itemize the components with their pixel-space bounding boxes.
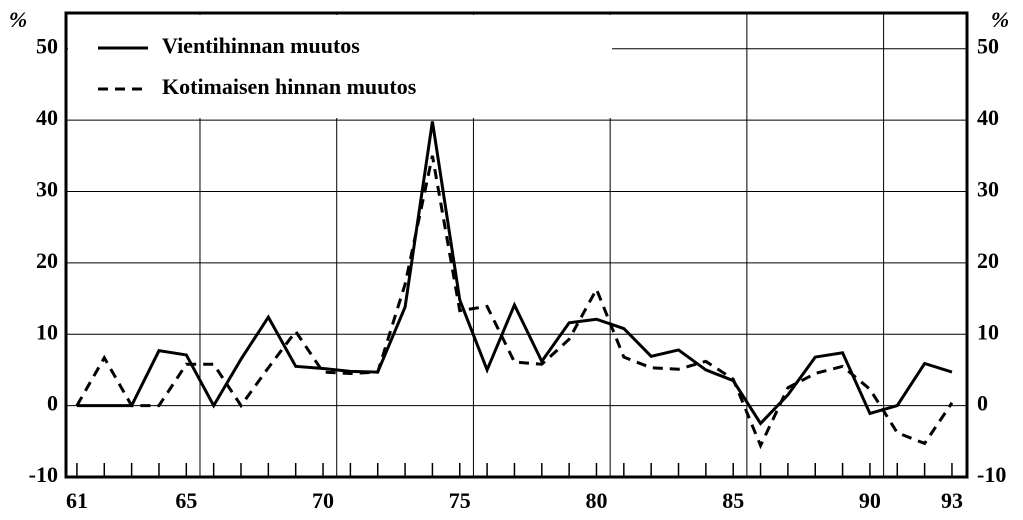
y-tick-label: 20 [36, 248, 58, 273]
y2-tick-label: 50 [977, 34, 999, 59]
y-tick-label: 40 [36, 105, 58, 130]
legend-label: Vientihinnan muutos [162, 33, 360, 58]
y-tick-label: 0 [47, 391, 58, 416]
y2-unit: % [991, 7, 1009, 32]
x-tick-label: 93 [941, 488, 963, 513]
x-tick-label: 75 [449, 488, 471, 513]
y2-tick-label: 10 [977, 319, 999, 344]
x-tick-label: 90 [859, 488, 881, 513]
y2-tick-label: 40 [977, 105, 999, 130]
y2-tick-label: 30 [977, 177, 999, 202]
legend-box [68, 15, 612, 118]
y-tick-label: -10 [29, 462, 58, 487]
y2-tick-label: -10 [977, 462, 1006, 487]
x-tick-label: 70 [312, 488, 334, 513]
data-line [76, 121, 953, 426]
y-tick-label: 50 [36, 34, 58, 59]
data-line [75, 155, 954, 450]
x-tick-label: 85 [722, 488, 744, 513]
x-tick-label: 61 [66, 488, 88, 513]
y-tick-label: 30 [36, 177, 58, 202]
plot-frame [64, 11, 969, 479]
legend-label: Kotimaisen hinnan muutos [162, 74, 417, 99]
y2-tick-label: 0 [977, 391, 988, 416]
y2-tick-label: 20 [977, 248, 999, 273]
x-tick-label: 65 [175, 488, 197, 513]
y-unit: % [9, 7, 27, 32]
x-tick-label: 80 [585, 488, 607, 513]
y-tick-label: 10 [36, 319, 58, 344]
